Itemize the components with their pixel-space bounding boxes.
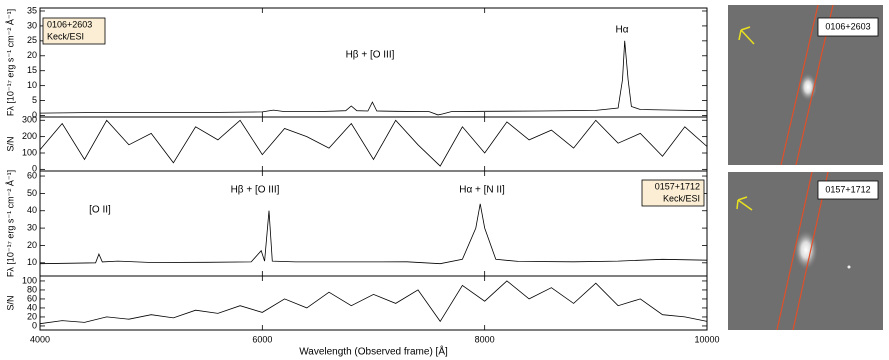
x-tick-label: 8000 bbox=[475, 334, 495, 344]
x-axis-label: Wavelength (Observed frame) [Å] bbox=[299, 345, 448, 358]
slit-edge bbox=[776, 171, 813, 331]
image-panel: 0157+1712 bbox=[728, 171, 883, 331]
spectrum-label: 0157+1712 bbox=[655, 181, 700, 191]
y-tick-label: 80 bbox=[27, 284, 37, 294]
annotation: [O II] bbox=[89, 205, 111, 216]
axes-frame bbox=[39, 7, 708, 118]
y-tick-label: 25 bbox=[27, 35, 37, 45]
spectrum-line bbox=[39, 203, 708, 265]
y-tick-label: 50 bbox=[27, 188, 37, 198]
x-tick-label: 6000 bbox=[252, 334, 272, 344]
image-label: 0106+2603 bbox=[825, 21, 870, 31]
image-panel: 0106+2603 bbox=[728, 4, 883, 166]
y-tick-label: 40 bbox=[27, 205, 37, 215]
y-tick-label: 15 bbox=[27, 65, 37, 75]
y-tick-label: 10 bbox=[27, 257, 37, 267]
spectrum-label: 0106+2603 bbox=[47, 19, 92, 29]
annotation: Hβ + [O III] bbox=[231, 185, 280, 196]
spectrum-line bbox=[39, 40, 708, 116]
y-tick-label: 60 bbox=[27, 170, 37, 180]
y-tick-label: 20 bbox=[27, 311, 37, 321]
y-tick-label: 200 bbox=[22, 131, 37, 141]
y-tick-label: 35 bbox=[27, 5, 37, 15]
y-tick-label: 10 bbox=[27, 80, 37, 90]
y-tick-label: 40 bbox=[27, 302, 37, 312]
y-tick-label: 300 bbox=[22, 115, 37, 125]
axes-frame bbox=[39, 116, 708, 172]
orientation-arrow bbox=[736, 196, 753, 211]
y-tick-label: 30 bbox=[27, 20, 37, 30]
y-axis-label: S/N bbox=[5, 136, 15, 151]
annotation: Hα + [N II] bbox=[459, 185, 505, 196]
y-tick-label: 100 bbox=[22, 147, 37, 157]
image-label-box bbox=[817, 17, 879, 37]
image-label: 0157+1712 bbox=[825, 184, 870, 194]
x-tick-label: 4000 bbox=[30, 334, 50, 344]
y-tick-label: 30 bbox=[27, 222, 37, 232]
y-tick-label: 0 bbox=[32, 164, 37, 174]
annotation: Hβ + [O III] bbox=[346, 50, 395, 61]
orientation-arrow bbox=[738, 26, 755, 45]
spectrum-label-box bbox=[641, 179, 705, 207]
y-axis-label: S/N bbox=[5, 295, 15, 310]
axes-frame bbox=[39, 275, 708, 331]
y-tick-label: 20 bbox=[27, 240, 37, 250]
slit-edge bbox=[780, 4, 819, 166]
y-tick-label: 0 bbox=[32, 110, 37, 120]
spectrum-label-box bbox=[42, 17, 106, 45]
annotation: Hα bbox=[615, 25, 628, 36]
y-tick-label: 100 bbox=[22, 275, 37, 285]
spectrum-line bbox=[39, 280, 708, 325]
y-axis-label: Fλ [10⁻¹⁷ erg s⁻¹ cm⁻² Å⁻¹] bbox=[5, 9, 15, 116]
star bbox=[847, 265, 851, 269]
image-label-box bbox=[817, 180, 879, 200]
spectrum-label: Keck/ESI bbox=[663, 193, 700, 203]
y-axis-label: Fλ [10⁻¹⁷ erg s⁻¹ cm⁻² Å⁻¹] bbox=[5, 170, 15, 277]
galaxy bbox=[794, 230, 818, 270]
y-tick-label: 60 bbox=[27, 293, 37, 303]
axes-frame bbox=[39, 170, 708, 277]
x-tick-label: 10000 bbox=[694, 334, 719, 344]
spectrum-line bbox=[39, 119, 708, 167]
y-tick-label: 20 bbox=[27, 50, 37, 60]
spectrum-label: Keck/ESI bbox=[47, 31, 84, 41]
y-tick-label: 5 bbox=[32, 95, 37, 105]
y-tick-label: 0 bbox=[32, 320, 37, 330]
